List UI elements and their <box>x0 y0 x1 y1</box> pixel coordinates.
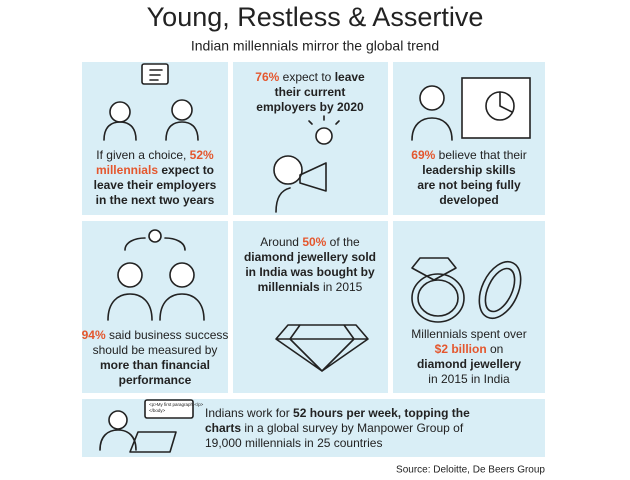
icon-megaphone <box>273 115 340 213</box>
text-segment: said business success <box>106 328 229 342</box>
code-snippet: <p>My first paragraph.</p> <box>149 402 204 407</box>
panel <box>82 62 228 215</box>
panel-text-line: Millennials spent over <box>411 327 526 341</box>
text-segment: are not being fully <box>417 178 521 192</box>
text-segment: 19,000 millennials in 25 countries <box>205 436 382 450</box>
panel-text-line: 76% expect to leave <box>255 70 365 84</box>
panel <box>82 221 228 393</box>
panel-text-line: more than financial <box>100 358 210 372</box>
text-segment: performance <box>119 373 192 387</box>
text-segment: diamond jewellery sold <box>244 250 376 264</box>
highlight-figure: 69% <box>411 148 435 162</box>
text-segment: more than financial <box>100 358 210 372</box>
code-snippet: </body> <box>149 408 166 413</box>
text-segment: on <box>487 342 504 356</box>
icon-laptop-person <box>99 399 194 453</box>
text-segment: expect to <box>158 163 214 177</box>
text-segment: in 2015 <box>320 280 363 294</box>
text-segment: in 2015 in India <box>428 372 510 386</box>
text-segment: should be measured by <box>93 343 218 357</box>
panel-text-line: performance <box>119 373 192 387</box>
icon-presenter <box>411 77 531 141</box>
panel-text-line: millennials in 2015 <box>258 280 363 294</box>
highlight-figure: 50% <box>302 235 326 249</box>
panel-text-line: in the next two years <box>96 193 215 207</box>
panel-text-line: Indians work for 52 hours per week, topp… <box>205 406 470 420</box>
text-segment: in India was bought by <box>245 265 375 279</box>
panel-text-line: $2 billion on <box>435 342 504 356</box>
icon-rings <box>411 257 522 323</box>
panel-text-line: in India was bought by <box>245 265 375 279</box>
panel-text-line: If given a choice, 52% <box>96 148 214 162</box>
highlight-figure: 76% <box>255 70 279 84</box>
subtitle: Indian millennials mirror the global tre… <box>191 38 439 54</box>
title: Young, Restless & Assertive <box>147 2 484 32</box>
panel-text-line: leadership skills <box>422 163 516 177</box>
panel-text-line: are not being fully <box>417 178 521 192</box>
panel-text-line: 94% said business success <box>82 328 229 342</box>
panel-text-line: in 2015 in India <box>428 372 510 386</box>
text-segment: in a global survey by Manpower Group of <box>241 421 464 435</box>
text-segment: believe that their <box>435 148 526 162</box>
icon-two-people-chat <box>103 63 199 141</box>
panel-text-line: should be measured by <box>93 343 218 357</box>
text-segment: diamond jewellery <box>417 357 521 371</box>
text-segment: leadership skills <box>422 163 516 177</box>
panel-text-line: millennials expect to <box>96 163 214 177</box>
text-segment: their current <box>275 85 346 99</box>
text-segment: in the next two years <box>96 193 215 207</box>
source: Source: Deloitte, De Beers Group <box>396 465 545 476</box>
text-segment: leave their employers <box>94 178 217 192</box>
text-segment: expect to <box>279 70 334 84</box>
panel-text-line: their current <box>275 85 346 99</box>
panel-text-line: diamond jewellery sold <box>244 250 376 264</box>
highlight-figure: 52% <box>190 148 214 162</box>
icon-diamond <box>275 324 369 372</box>
panel <box>233 221 388 393</box>
text-segment: employers by 2020 <box>256 100 364 114</box>
panel-text-line: diamond jewellery <box>417 357 521 371</box>
panel-text-line: 69% believe that their <box>411 148 526 162</box>
text-segment: developed <box>439 193 498 207</box>
panel-text-line: leave their employers <box>94 178 217 192</box>
panel-text-line: charts in a global survey by Manpower Gr… <box>205 421 464 435</box>
text-segment: Indians work for <box>205 406 293 420</box>
panel <box>393 221 545 393</box>
text-segment: If given a choice, <box>96 148 189 162</box>
highlight-figure: millennials <box>96 163 158 177</box>
text-segment: charts <box>205 421 241 435</box>
panel-text-line: employers by 2020 <box>256 100 364 114</box>
icon-two-people-idea <box>107 229 205 321</box>
text-segment: Around <box>260 235 302 249</box>
highlight-figure: 94% <box>82 328 106 342</box>
text-segment: leave <box>335 70 365 84</box>
highlight-figure: $2 billion <box>435 342 487 356</box>
panel-text-line: developed <box>439 193 498 207</box>
panel <box>233 62 388 215</box>
text-segment: 52 hours per week, topping the <box>293 406 470 420</box>
text-segment: of the <box>326 235 360 249</box>
text-segment: millennials <box>258 280 320 294</box>
text-segment: Millennials spent over <box>411 327 526 341</box>
panel-text-line: 19,000 millennials in 25 countries <box>205 436 382 450</box>
panel-text-line: Around 50% of the <box>260 235 360 249</box>
